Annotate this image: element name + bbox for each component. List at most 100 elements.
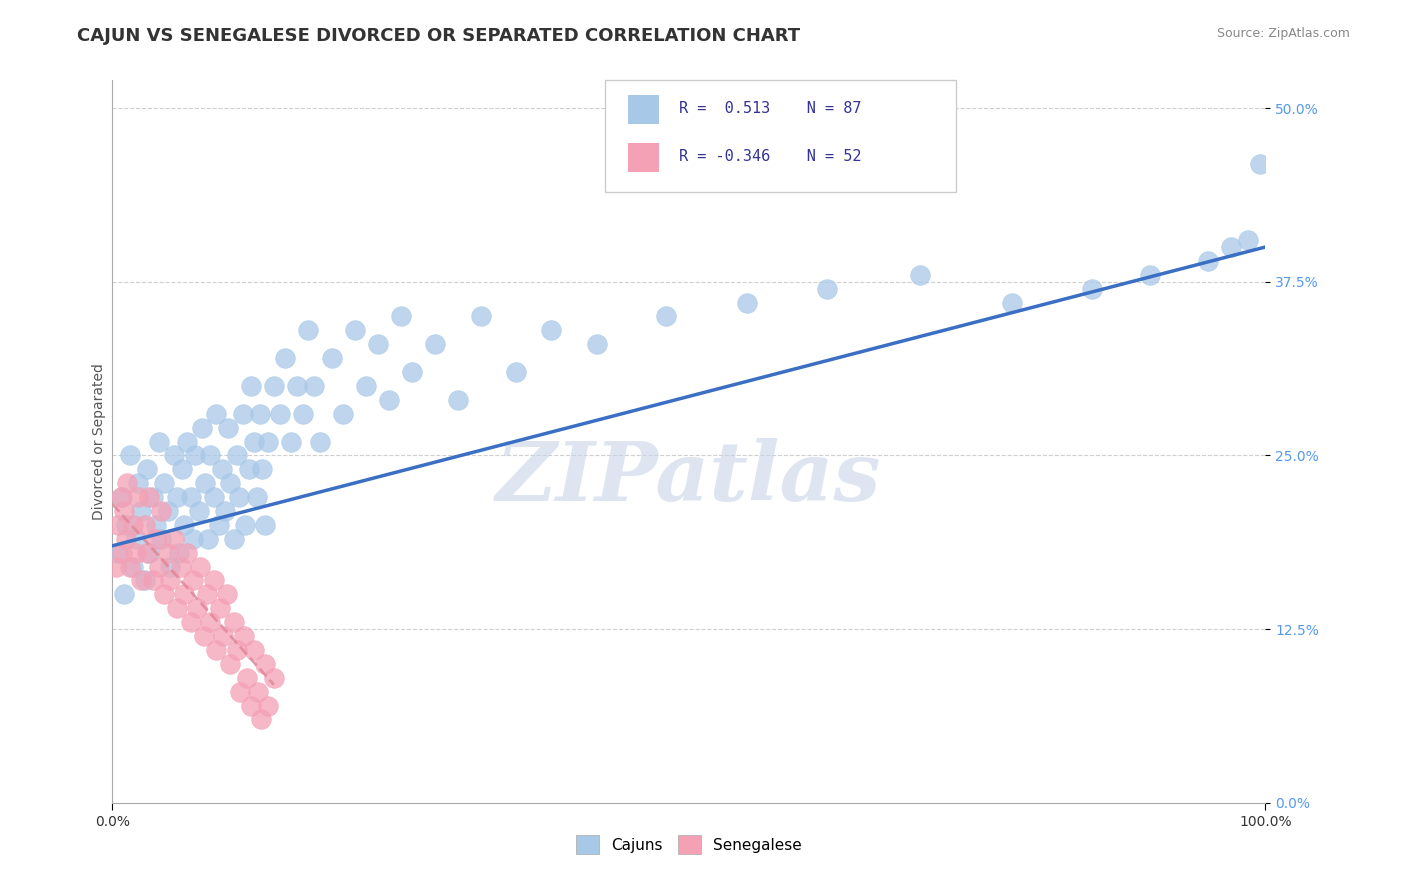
Point xyxy=(156,546,179,560)
Point xyxy=(169,559,191,574)
Point xyxy=(309,434,332,449)
Point xyxy=(343,323,366,337)
Point xyxy=(127,490,149,504)
Point xyxy=(148,434,170,449)
Point xyxy=(148,559,170,574)
Point xyxy=(170,462,193,476)
Point xyxy=(115,517,138,532)
Point xyxy=(1001,295,1024,310)
Point xyxy=(332,407,354,421)
Point xyxy=(257,434,280,449)
Point xyxy=(134,574,156,588)
Point xyxy=(124,532,146,546)
Point xyxy=(205,407,228,421)
Point xyxy=(111,546,134,560)
Point xyxy=(232,407,254,421)
Point xyxy=(252,462,274,476)
Point xyxy=(173,587,195,601)
Point xyxy=(118,559,141,574)
Point xyxy=(173,517,195,532)
Point xyxy=(145,517,167,532)
Point xyxy=(153,587,176,601)
Point xyxy=(149,532,172,546)
Point xyxy=(127,476,149,491)
Point xyxy=(112,587,135,601)
Point xyxy=(232,629,254,643)
Point xyxy=(180,615,202,630)
Point xyxy=(156,504,179,518)
Point xyxy=(129,504,153,518)
Point xyxy=(166,490,188,504)
Point xyxy=(908,268,931,282)
Point xyxy=(193,629,215,643)
Point xyxy=(401,365,423,379)
Point xyxy=(246,490,269,504)
Point xyxy=(129,574,153,588)
Point xyxy=(169,546,191,560)
Point xyxy=(297,323,319,337)
Point xyxy=(142,490,165,504)
Point xyxy=(159,559,181,574)
Point xyxy=(176,434,198,449)
Point xyxy=(321,351,343,366)
Point xyxy=(194,476,217,491)
Point xyxy=(217,420,239,434)
Point xyxy=(195,587,218,601)
Point xyxy=(226,643,249,657)
Point xyxy=(214,504,236,518)
Point xyxy=(269,407,291,421)
Point xyxy=(263,379,285,393)
Point xyxy=(222,532,245,546)
Point xyxy=(239,698,262,713)
Point xyxy=(181,574,204,588)
Point xyxy=(176,546,198,560)
Point xyxy=(1219,240,1241,254)
Point xyxy=(205,643,228,657)
Y-axis label: Divorced or Separated: Divorced or Separated xyxy=(91,363,105,520)
Point xyxy=(253,517,276,532)
Point xyxy=(470,310,492,324)
Point xyxy=(188,504,211,518)
Point xyxy=(159,574,181,588)
Point xyxy=(425,337,447,351)
Text: R =  0.513    N = 87: R = 0.513 N = 87 xyxy=(679,101,862,116)
Point xyxy=(233,517,256,532)
Point xyxy=(249,407,271,421)
Point xyxy=(110,490,132,504)
Point xyxy=(250,713,273,727)
Point xyxy=(104,559,127,574)
Point xyxy=(243,643,266,657)
Point xyxy=(291,407,314,421)
Text: Source: ZipAtlas.com: Source: ZipAtlas.com xyxy=(1216,27,1350,40)
Point xyxy=(142,574,165,588)
Point xyxy=(219,476,242,491)
Point xyxy=(367,337,389,351)
Point xyxy=(1081,282,1104,296)
Point xyxy=(115,532,138,546)
Point xyxy=(180,490,202,504)
Point xyxy=(202,490,225,504)
Point xyxy=(107,517,129,532)
Point xyxy=(118,449,141,463)
Point xyxy=(145,532,167,546)
Point xyxy=(263,671,285,685)
Point xyxy=(238,462,260,476)
Point xyxy=(200,449,222,463)
Point xyxy=(735,295,758,310)
Point xyxy=(212,629,235,643)
Point xyxy=(208,601,231,615)
Point xyxy=(226,449,249,463)
Point xyxy=(229,684,252,698)
Point xyxy=(111,490,134,504)
Point xyxy=(117,476,139,491)
Text: CAJUN VS SENEGALESE DIVORCED OR SEPARATED CORRELATION CHART: CAJUN VS SENEGALESE DIVORCED OR SEPARATE… xyxy=(77,27,800,45)
Point xyxy=(505,365,527,379)
Point xyxy=(181,532,204,546)
Point xyxy=(280,434,302,449)
Text: R = -0.346    N = 52: R = -0.346 N = 52 xyxy=(679,149,862,164)
Point xyxy=(162,532,184,546)
Point xyxy=(354,379,377,393)
Point xyxy=(243,434,266,449)
Point xyxy=(207,517,229,532)
Point xyxy=(304,379,326,393)
